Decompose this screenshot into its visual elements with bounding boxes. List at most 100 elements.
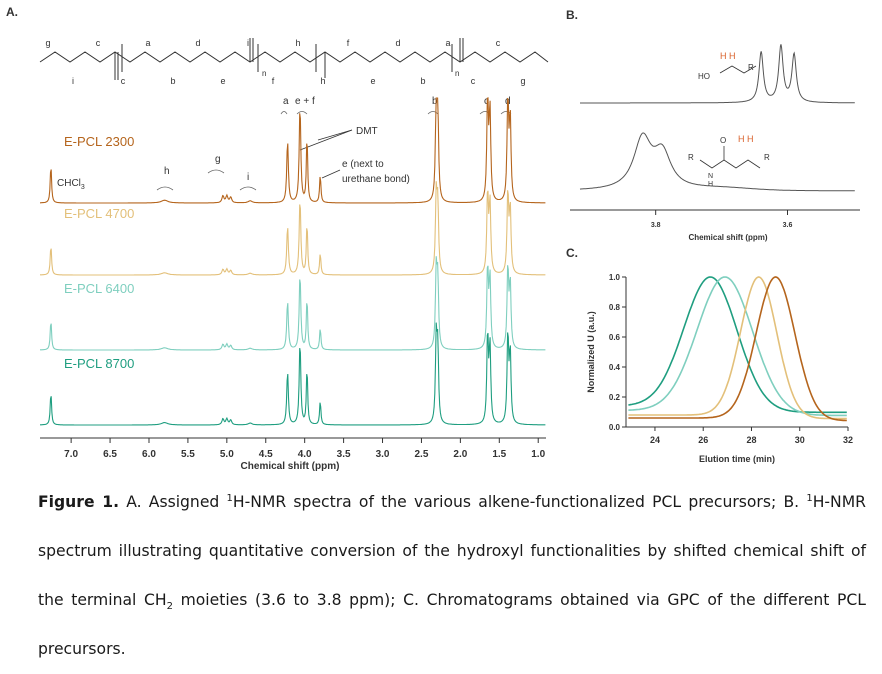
dmt-label: DMT — [356, 126, 378, 137]
structure-backbone — [39, 51, 549, 63]
chemical-structure-a — [39, 38, 549, 80]
peak-brackets — [156, 111, 512, 191]
spectrum-e-pcl-2300 — [40, 97, 546, 204]
nmr-spectra-chart: g i c c a b d e i f h h f e d b a c c g n n a e + f b c d h… — [39, 38, 549, 472]
struct-top-ho: HO — [698, 72, 710, 81]
struct-bottom-nh: H — [708, 181, 713, 188]
caption-part-1: A. Assigned — [119, 493, 227, 511]
structure-letter-5: b — [170, 76, 175, 86]
spectrum-e-pcl-4700 — [40, 181, 546, 276]
structure-letter-16: a — [445, 38, 450, 48]
structure-letter-14: d — [395, 38, 400, 48]
chcl3-label: CHCl3 — [57, 178, 85, 191]
zoom-spectrum-1 — [579, 132, 855, 192]
structure-letter-13: e — [370, 76, 375, 86]
structure-letter-7: e — [220, 76, 225, 86]
spectra-group — [40, 97, 546, 426]
e-urethane-label-1: e (next to — [342, 159, 384, 170]
peak-label-b: b — [432, 96, 438, 107]
panel-label-a: A. — [6, 5, 18, 19]
gpc-y-tick-label-5: 1.0 — [609, 273, 621, 282]
gpc-x-tick-label-4: 32 — [843, 435, 853, 445]
struct-bottom: O H H R N H R — [688, 134, 770, 188]
caption-figure-number: Figure 1. — [38, 493, 119, 511]
panel-label-c: C. — [566, 246, 578, 260]
structure-letter-3: c — [121, 76, 126, 86]
gpc-x-tick-label-1: 26 — [698, 435, 708, 445]
struct-bottom-n: N — [708, 173, 713, 180]
x-tick-label-6: 4.0 — [298, 449, 312, 460]
structure-n-left: n — [262, 69, 266, 78]
zoom-x-axis-ticks: 3.8 3.6 — [651, 210, 793, 229]
series-label-2: E-PCL 6400 — [64, 281, 134, 296]
gpc-x-tick-label-2: 28 — [746, 435, 756, 445]
gpc-y-tick-label-4: 0.8 — [609, 303, 621, 312]
series-label-1: E-PCL 4700 — [64, 206, 134, 221]
caption-part-3: H-NMR spectrum illustrating quantitative… — [38, 493, 867, 609]
structure-letter-1: i — [72, 76, 74, 86]
series-label-3: E-PCL 8700 — [64, 356, 134, 371]
caption-sup-2: 1 — [806, 492, 813, 504]
figure-caption: Figure 1. A. Assigned 1H-NMR spectra of … — [38, 478, 866, 674]
structure-letter-2: c — [96, 38, 101, 48]
structure-letter-18: c — [496, 38, 501, 48]
gpc-y-tick-label-0: 0.0 — [609, 423, 621, 432]
caption-part-4: moieties (3.6 to 3.8 ppm); C. Chromatogr… — [38, 591, 866, 658]
spectrum-e-pcl-6400 — [40, 256, 546, 351]
structure-letter-6: d — [195, 38, 200, 48]
struct-bottom-o: O — [720, 136, 726, 145]
x-tick-label-3: 5.5 — [181, 449, 195, 460]
panel-label-b: B. — [566, 8, 578, 22]
x-tick-label-9: 2.5 — [414, 449, 428, 460]
caption-part-2: H-NMR spectra of the various alkene-func… — [232, 493, 807, 511]
caption-sub-1: 2 — [166, 601, 173, 613]
zoom-spectrum-0 — [580, 44, 855, 104]
gpc-chart: 24 26 28 30 32 0.0 0.2 0.4 0.6 0.8 1.0 Elution tim… — [586, 273, 853, 464]
struct-top-h: H H — [720, 51, 736, 61]
structure-letter-8: i — [247, 38, 249, 48]
gpc-trace-e-pcl-6400 — [628, 276, 847, 417]
x-tick-label-5: 4.5 — [259, 449, 273, 460]
x-tick-label-7: 3.5 — [337, 449, 351, 460]
gpc-x-tick-label-0: 24 — [650, 435, 660, 445]
structure-letter-4: a — [145, 38, 150, 48]
x-axis-ticks: 7.0 6.5 6.0 5.5 5.0 4.5 4.0 3.5 3.0 2.5 2.0 1.5 1.0 — [64, 438, 546, 460]
x-tick-label-11: 1.5 — [492, 449, 506, 460]
structure-letter-19: g — [520, 76, 525, 86]
gpc-trace-e-pcl-8700 — [628, 276, 847, 414]
struct-bottom-r2: R — [764, 153, 770, 162]
gpc-trace-e-pcl-4700 — [628, 276, 847, 420]
nmr-zoom-chart: 3.8 3.6 Chemical shift (ppm) H H HO R O H… — [570, 44, 860, 242]
zoom-x-tick-label-0: 3.8 — [651, 222, 661, 229]
series-label-0: E-PCL 2300 — [64, 134, 134, 149]
structure-letter-12: f — [347, 38, 350, 48]
structure-letter-17: c — [471, 76, 476, 86]
structure-letter-0: g — [45, 38, 50, 48]
gpc-y-tick-label-2: 0.4 — [609, 363, 621, 372]
peak-label-i: i — [247, 172, 249, 183]
structure-letter-11: h — [320, 76, 325, 86]
structure-letters: g i c c a b d e i f h h f e d b a c c g — [45, 38, 525, 86]
gpc-plot — [628, 276, 847, 422]
gpc-y-label: Normalized U (a.u.) — [586, 311, 596, 393]
structure-letter-9: f — [272, 76, 275, 86]
x-tick-label-4: 5.0 — [220, 449, 234, 460]
caption-sup-1: 1 — [226, 492, 233, 504]
peak-label-g: g — [215, 154, 221, 165]
gpc-y-tick-label-3: 0.6 — [609, 333, 621, 342]
gpc-x-label: Elution time (min) — [699, 454, 775, 464]
peak-label-h: h — [164, 166, 170, 177]
x-tick-label-1: 6.5 — [103, 449, 117, 460]
x-tick-label-8: 3.0 — [376, 449, 390, 460]
spectrum-e-pcl-8700 — [40, 322, 546, 426]
struct-bottom-h: H H — [738, 134, 754, 144]
zoom-x-tick-label-1: 3.6 — [783, 222, 793, 229]
struct-top-r: R — [748, 63, 754, 72]
gpc-axis-ticks: 24 26 28 30 32 0.0 0.2 0.4 0.6 0.8 1.0 — [609, 273, 853, 445]
gpc-y-tick-label-1: 0.2 — [609, 393, 621, 402]
series-labels: E-PCL 2300 E-PCL 4700 E-PCL 6400 E-PCL 8700 — [64, 134, 134, 371]
x-tick-label-0: 7.0 — [64, 449, 78, 460]
struct-bottom-r1: R — [688, 153, 694, 162]
structure-letter-15: b — [420, 76, 425, 86]
x-tick-label-2: 6.0 — [142, 449, 156, 460]
